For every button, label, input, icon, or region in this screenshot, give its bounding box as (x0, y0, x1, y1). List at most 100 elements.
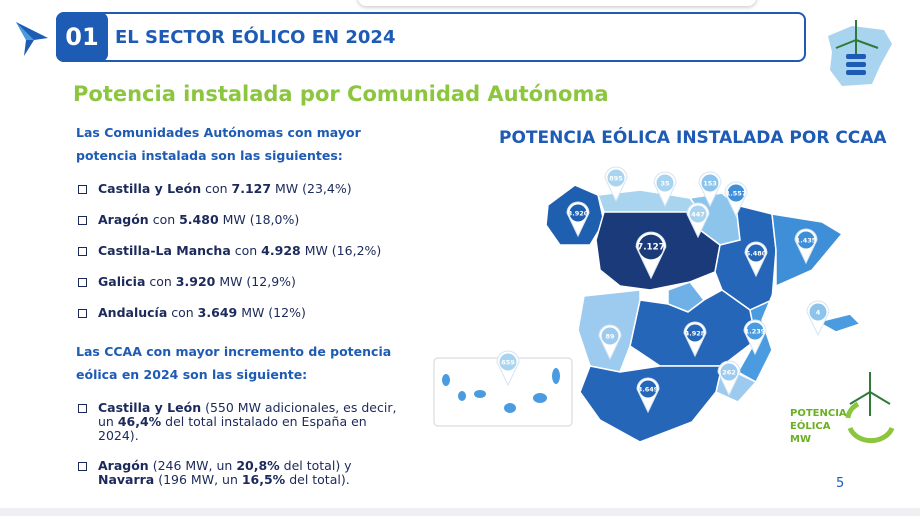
list-item: Aragón (246 MW, un 20,8% del total) y Na… (76, 459, 406, 487)
text-run: con (201, 181, 232, 196)
icon-blades (835, 39, 879, 49)
map-pin: 3.649 (636, 377, 660, 414)
list-item: Galicia con 3.920 MW (12,9%) (76, 275, 406, 289)
arrow (845, 401, 860, 419)
pin-label: 1.557 (726, 190, 747, 198)
island (533, 393, 547, 403)
browser-bar (358, 0, 756, 6)
intro-text: Las CCAA con mayor incremento de potenci… (76, 344, 392, 382)
icon-bar (846, 62, 866, 67)
region (815, 313, 862, 333)
map-pin: 4 (806, 300, 830, 337)
section-title: EL SECTOR EÓLICO EN 2024 (115, 27, 396, 48)
text-run: 20,8% (236, 458, 280, 473)
text-run: (550 MW adicionales, es decir, un (98, 400, 397, 429)
pin-core (689, 205, 707, 223)
pin-label: 659 (501, 359, 515, 367)
list: Castilla y León con 7.127 MW (23,4%) Arag… (76, 182, 406, 337)
text-run: MW (23,4%) (271, 181, 352, 196)
island (552, 368, 560, 384)
blades (849, 391, 891, 405)
icon-bar (846, 70, 866, 75)
pin-label: 89 (605, 333, 615, 341)
text-run: MW (18,0%) (218, 212, 300, 227)
map-title: POTENCIA EÓLICA INSTALADA POR CCAA (499, 128, 887, 148)
map-pin: 4.928 (683, 321, 707, 358)
recycle-icon (845, 372, 895, 444)
text-run: con (167, 305, 198, 320)
pin-label: 1.239 (745, 328, 766, 336)
list-item: Castilla-La Mancha con 4.928 MW (16,2%) (76, 244, 406, 258)
pin-label: 4.928 (685, 330, 706, 338)
text-run: MW (16,2%) (300, 243, 382, 258)
footer-bar (0, 508, 920, 516)
list-item: Castilla y León (550 MW adicionales, es … (76, 401, 406, 443)
intro-text: Las Comunidades Autónomas con mayor pote… (76, 125, 361, 163)
subtitle: Potencia instalada por Comunidad Autónom… (73, 82, 609, 106)
text-run: MW (12,9%) (215, 274, 296, 289)
pin-core (701, 174, 719, 192)
map-pin: 153 (698, 171, 722, 208)
text-run: del total instalado en España en 2024). (98, 414, 367, 443)
icon-bar (846, 54, 866, 59)
text-run: 4.928 (261, 243, 301, 258)
pin-core (720, 363, 738, 381)
legend-line: POTENCIA (790, 408, 847, 419)
pin-label: 3.920 (568, 210, 589, 218)
legend-line: EÓLICA (790, 421, 831, 432)
island (442, 374, 450, 386)
map-pin: 3.920 (566, 201, 590, 238)
legend-line: MW (790, 434, 811, 445)
map-pin: 1.239 (743, 319, 767, 356)
pin-label: 3.649 (638, 386, 659, 394)
pin-core (638, 234, 664, 260)
island (474, 390, 486, 398)
text-run: del total). (285, 472, 350, 487)
logo (16, 22, 48, 56)
list: Castilla y León (550 MW adicionales, es … (76, 401, 406, 503)
island (504, 403, 516, 413)
legend: POTENCIA EÓLICA MW (790, 407, 847, 446)
map-pin: 895 (604, 166, 628, 203)
pin-core (607, 169, 625, 187)
pin-core (809, 303, 827, 321)
pin-core (656, 174, 674, 192)
map-pin: 89 (598, 324, 622, 361)
map-pin: 447 (686, 202, 710, 239)
island (458, 391, 466, 401)
text-run: 46,4% (117, 414, 162, 429)
pin-label: 4 (816, 309, 821, 317)
list-item: Aragón con 5.480 MW (18,0%) (76, 213, 406, 227)
text-run: con (230, 243, 262, 258)
text-run: 5.480 (179, 212, 219, 227)
pin-core (639, 380, 657, 398)
pin-label: 1.435 (796, 237, 817, 245)
pin-core (747, 244, 765, 262)
map-pin: 5.480 (744, 241, 768, 278)
pin-core (797, 231, 815, 249)
map-pin: 1.557 (724, 181, 748, 218)
pin-core (569, 204, 587, 222)
text-run: MW (12%) (237, 305, 306, 320)
pin-core (746, 322, 764, 340)
logo-shape (16, 22, 34, 40)
text-run: con (145, 274, 176, 289)
map-pin: 262 (717, 360, 741, 397)
text-run: Castilla y León (98, 400, 202, 415)
text-run: Navarra (98, 472, 155, 487)
pin-label: 262 (722, 369, 736, 377)
map-pin: 7.127 (635, 231, 667, 280)
text-run: Castilla-La Mancha (98, 243, 231, 258)
text-run: Castilla y León (98, 181, 202, 196)
text-run: 7.127 (231, 181, 272, 196)
pin-label: 5.480 (746, 250, 767, 258)
text-run: Aragón (98, 212, 149, 227)
text-run: del total) y (279, 458, 352, 473)
pin-core (686, 324, 704, 342)
text-run: 16,5% (241, 472, 286, 487)
pin-label: 153 (703, 180, 717, 188)
text-run: Aragón (98, 458, 149, 473)
list-item: Castilla y León con 7.127 MW (23,4%) (76, 182, 406, 196)
